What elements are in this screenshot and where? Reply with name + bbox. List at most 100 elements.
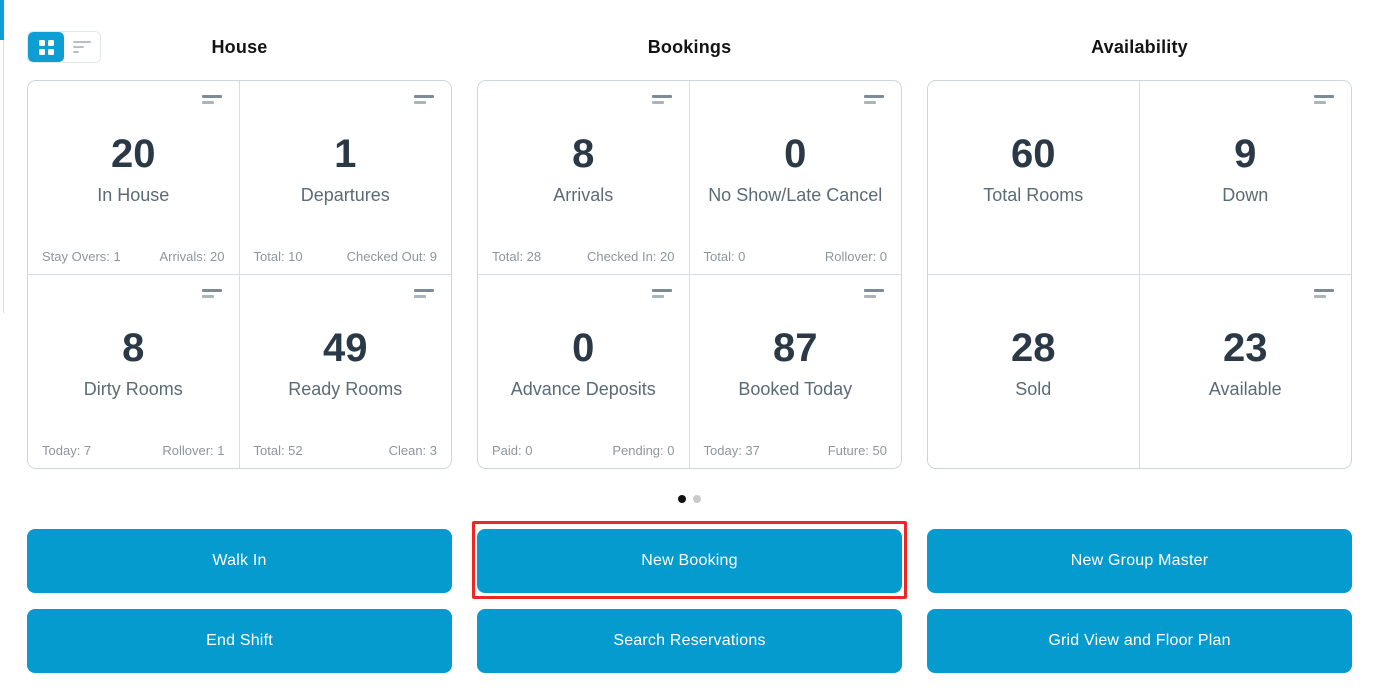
stat-footer-right: Rollover: 1 — [162, 443, 225, 458]
stat-card-advance-deposits[interactable]: 0 Advance Deposits Paid: 0 Pending: 0 — [478, 274, 690, 468]
stat-footer: Total: 10 Checked Out: 9 — [254, 249, 438, 264]
stat-footer-left: Today: 7 — [42, 443, 92, 458]
stat-footer-right: Checked Out: 9 — [346, 248, 437, 264]
button-cell-end-shift: End Shift — [27, 609, 452, 673]
new-group-master-button[interactable]: New Group Master — [927, 529, 1352, 593]
section-title-availability: Availability — [1091, 36, 1188, 57]
drag-handle-icon[interactable] — [201, 288, 222, 298]
drag-handle-icon[interactable] — [651, 288, 672, 298]
stat-footer-right: Pending: 0 — [612, 443, 675, 458]
grid-view-and-floor-plan-button[interactable]: Grid View and Floor Plan — [927, 609, 1352, 673]
stat-footer-left: Total: 10 — [253, 248, 303, 264]
action-buttons: Walk In New Booking New Group Master End Sh… — [27, 521, 1352, 673]
stat-label: Booked Today — [738, 379, 853, 400]
carousel-pagination — [27, 495, 1352, 503]
drag-handle-icon[interactable] — [1314, 95, 1334, 104]
stat-footer: Today: 37 Future: 50 — [704, 443, 888, 458]
stat-value: 28 — [1011, 326, 1056, 371]
panel-availability: 60 Total Rooms 9 Down 28 Sold 23 Available — [927, 80, 1352, 469]
search-reservations-button[interactable]: Search Reservations — [477, 609, 902, 673]
stat-footer-right: Clean: 3 — [388, 443, 437, 458]
stat-footer: Total: 52 Clean: 3 — [254, 443, 438, 458]
button-cell-new-booking: New Booking — [472, 521, 907, 599]
stat-card-departures[interactable]: 1 Departures Total: 10 Checked Out: 9 — [239, 81, 451, 275]
panel-house: 20 In House Stay Overs: 1 Arrivals: 20 1 Depa… — [27, 80, 452, 469]
grid-icon — [38, 39, 54, 55]
stat-footer-left: Paid: 0 — [492, 443, 533, 458]
stat-label: Down — [1222, 185, 1269, 206]
list-view-button[interactable] — [64, 32, 100, 62]
stat-footer-left: Total: 52 — [253, 443, 303, 458]
walk-in-button[interactable]: Walk In — [27, 529, 452, 593]
scrollbar-thumb[interactable] — [0, 0, 4, 40]
stat-footer: Paid: 0 Pending: 0 — [492, 443, 675, 458]
stat-label: No Show/Late Cancel — [708, 185, 883, 206]
stat-value: 20 — [111, 132, 156, 177]
stat-card-arrivals[interactable]: 8 Arrivals Total: 28 Checked In: 20 — [478, 81, 690, 275]
section-title-house: House — [211, 36, 268, 57]
stat-value: 8 — [572, 132, 595, 177]
pagination-dot-2[interactable] — [693, 495, 701, 503]
new-booking-button[interactable]: New Booking — [477, 529, 902, 593]
panel-bookings: 8 Arrivals Total: 28 Checked In: 20 0 No Show… — [477, 80, 902, 469]
drag-handle-icon[interactable] — [201, 95, 222, 104]
drag-handle-icon[interactable] — [414, 95, 434, 104]
stat-value: 0 — [572, 326, 595, 371]
section-title-bookings: Bookings — [647, 36, 732, 57]
stat-footer: Total: 0 Rollover: 0 — [704, 249, 888, 264]
stat-value: 9 — [1234, 132, 1257, 177]
stat-card-dirty-rooms[interactable]: 8 Dirty Rooms Today: 7 Rollover: 1 — [28, 274, 240, 468]
scrollbar-track — [3, 40, 4, 313]
stat-label: Available — [1208, 379, 1282, 400]
drag-handle-icon[interactable] — [864, 95, 884, 104]
stat-footer-left: Total: 28 — [492, 248, 542, 264]
stat-label: Arrivals — [553, 185, 614, 206]
stat-card-no-show-late-cancel[interactable]: 0 No Show/Late Cancel Total: 0 Rollover: 0 — [689, 81, 901, 275]
stat-value: 23 — [1223, 326, 1268, 371]
stat-label: Advance Deposits — [510, 379, 656, 400]
section-titles: House Bookings Availability — [27, 32, 1352, 62]
stat-footer-left: Today: 37 — [703, 443, 760, 458]
stat-footer-right: Future: 50 — [827, 443, 887, 458]
grid-view-button[interactable] — [28, 32, 64, 62]
stat-footer-right: Arrivals: 20 — [159, 248, 225, 264]
stat-value: 87 — [773, 326, 818, 371]
drag-handle-icon[interactable] — [1314, 288, 1334, 298]
stat-label: Ready Rooms — [288, 379, 403, 400]
stat-card-in-house[interactable]: 20 In House Stay Overs: 1 Arrivals: 20 — [28, 81, 240, 275]
stat-value: 60 — [1011, 132, 1056, 177]
stat-card-sold[interactable]: 28 Sold — [928, 274, 1140, 468]
stat-label: Departures — [300, 185, 390, 206]
button-cell-grid-view-and-floor-plan: Grid View and Floor Plan — [927, 609, 1352, 673]
stat-card-down[interactable]: 9 Down — [1139, 81, 1351, 275]
end-shift-button[interactable]: End Shift — [27, 609, 452, 673]
drag-handle-icon[interactable] — [864, 288, 884, 298]
view-toggle — [27, 31, 101, 63]
stat-value: 0 — [784, 132, 807, 177]
stat-footer: Total: 28 Checked In: 20 — [492, 249, 675, 264]
pagination-dot-1[interactable] — [678, 495, 686, 503]
stat-footer-right: Rollover: 0 — [824, 248, 887, 264]
stat-label: Sold — [1015, 379, 1052, 400]
button-cell-search-reservations: Search Reservations — [477, 609, 902, 673]
stat-card-ready-rooms[interactable]: 49 Ready Rooms Total: 52 Clean: 3 — [239, 274, 451, 468]
stat-card-booked-today[interactable]: 87 Booked Today Today: 37 Future: 50 — [689, 274, 901, 468]
button-cell-walk-in: Walk In — [27, 529, 452, 593]
stat-value: 49 — [323, 326, 368, 371]
drag-handle-icon[interactable] — [651, 95, 672, 104]
stat-footer-left: Total: 0 — [703, 248, 746, 264]
stat-card-available[interactable]: 23 Available — [1139, 274, 1351, 468]
stat-value: 1 — [334, 132, 357, 177]
stat-footer: Stay Overs: 1 Arrivals: 20 — [42, 249, 225, 264]
stat-label: Total Rooms — [983, 185, 1084, 206]
stat-footer: Today: 7 Rollover: 1 — [42, 443, 225, 458]
stat-card-total-rooms[interactable]: 60 Total Rooms — [928, 81, 1140, 275]
header-row: House Bookings Availability — [27, 31, 1352, 63]
stat-label: Dirty Rooms — [83, 379, 183, 400]
stat-value: 8 — [122, 326, 145, 371]
drag-handle-icon[interactable] — [414, 288, 434, 298]
list-icon — [73, 41, 91, 53]
stat-footer-left: Stay Overs: 1 — [42, 248, 121, 264]
button-cell-new-group-master: New Group Master — [927, 529, 1352, 593]
